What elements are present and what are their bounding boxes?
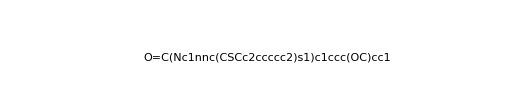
Text: O=C(Nc1nnc(CSCc2ccccc2)s1)c1ccc(OC)cc1: O=C(Nc1nnc(CSCc2ccccc2)s1)c1ccc(OC)cc1 <box>143 52 391 61</box>
